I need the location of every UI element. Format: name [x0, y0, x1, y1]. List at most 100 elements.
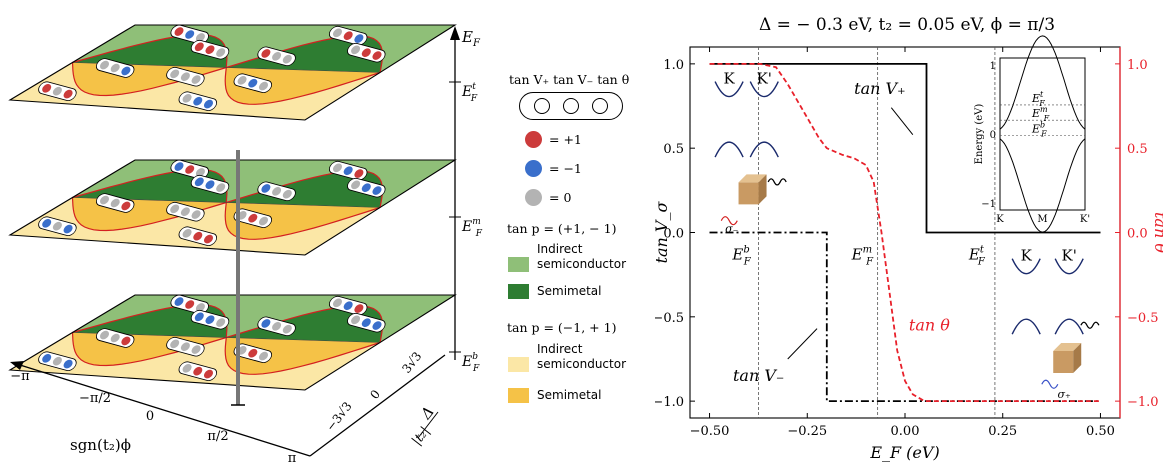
series-line: [709, 63, 1101, 234]
material-cube-icon: [738, 174, 767, 205]
plane-region-semimetal-plus: [72, 34, 227, 68]
y-tick-label: −3√3: [323, 399, 354, 434]
x-tick-label: π: [288, 451, 297, 466]
valence-band-icon: [1011, 318, 1041, 335]
y-axis: [309, 354, 446, 457]
gray-dot-icon: [282, 54, 292, 64]
blue-dot-icon: [121, 66, 131, 76]
semimetal-minus-swatch: [508, 388, 529, 403]
gray-dot-icon: [332, 163, 343, 173]
series-label-tanVplus: tan V₊: [854, 79, 905, 98]
blue-dot-icon: [205, 315, 215, 325]
red-dot-icon: [193, 366, 203, 376]
inset-x-tick-label: K': [1080, 214, 1090, 225]
y-tick-label: 0: [367, 387, 383, 402]
phase-boundary: [224, 202, 381, 240]
valence-band-icon: [714, 141, 744, 158]
label-pointer: [787, 328, 818, 360]
semimetal-plus-swatch: [508, 284, 529, 299]
sigma-plus-label: σ₊: [1057, 388, 1071, 401]
x-tick-label: −0.50: [690, 424, 730, 439]
blue-dot-icon: [63, 359, 73, 369]
gray-dot-icon: [332, 298, 343, 308]
y-axis-label-bar: [417, 411, 439, 439]
conduction-band-icon: [749, 81, 779, 98]
blue-dot-icon: [185, 30, 195, 39]
y-tick-label: 1.0: [663, 58, 684, 73]
line-chart: Δ = − 0.3 eV, t₂ = 0.05 eV, ϕ = π/3 −0.5…: [652, 0, 1163, 466]
plane-region-semimetal-plus: [226, 35, 383, 73]
y-right-tick-label: 0.0: [1127, 227, 1148, 242]
x-tick-label: −π: [10, 369, 30, 384]
inset-conduction-band: [999, 35, 1086, 130]
gray-dot-icon: [110, 198, 120, 208]
red-dot-icon: [121, 201, 131, 211]
state-badge: [166, 201, 205, 222]
conduction-band-icon: [1054, 258, 1084, 275]
blue-dot-icon: [174, 162, 184, 171]
x-tick-label: 0.50: [1086, 424, 1115, 439]
blue-dot-icon: [525, 160, 542, 177]
gray-dot-icon: [282, 324, 292, 334]
y-tick-label: −1.0: [655, 395, 684, 410]
inset-band-structure: Et FEm FEb F K M K' −1 0 1 Energy (eV): [974, 35, 1090, 233]
legend: tan V₊ tan V₋ tan θ = +1 = −1 = 0 tan p …: [505, 0, 655, 466]
red-dot-icon: [193, 231, 203, 241]
legend-semimetal-minus: Semimetal: [537, 388, 602, 402]
material-cube-icon: [1053, 342, 1082, 373]
inset-level-label: Et F: [1031, 90, 1045, 108]
valence-band-icon: [1054, 318, 1084, 335]
state-badge: [257, 46, 296, 67]
red-dot-icon: [205, 45, 215, 55]
polarization-swirl-icon: [1041, 379, 1059, 389]
y-tick-label: 0.0: [663, 227, 684, 242]
conduction-band-icon: [1011, 258, 1041, 275]
gray-dot-icon: [237, 75, 247, 85]
cube-side-face: [1073, 342, 1082, 373]
inset-y-tick-label: 1: [990, 61, 996, 72]
phase-boundary: [224, 67, 381, 105]
state-badge: [170, 159, 209, 180]
gray-dot-icon: [195, 303, 205, 312]
valence-band-icon: [749, 141, 779, 158]
x-tick-label: π/2: [207, 429, 228, 444]
vline-label: Em F: [851, 245, 874, 268]
blue-dot-icon: [193, 96, 203, 106]
state-badge: [178, 91, 218, 111]
red-dot-icon: [354, 169, 364, 178]
cube-top-face: [1053, 342, 1082, 351]
inset-level-label: Eb F: [1031, 120, 1047, 138]
plane-region-semimetal-plus: [226, 170, 383, 208]
photon-wiggle-icon: [767, 178, 787, 186]
y-tick-label: 3√3: [399, 349, 424, 376]
phase-plane: [8, 159, 457, 256]
state-badge: [178, 226, 218, 246]
gray-dot-icon: [525, 189, 542, 206]
phase-diagram-stack: EF Et F Em F Eb F −π −π/2 0 π/2 π sgn(t₂)ϕ −3√3 0 3…: [0, 0, 505, 466]
x-tick-label: 0.25: [988, 424, 1017, 439]
blue-dot-icon: [194, 312, 204, 322]
legend-minus-group-title: tan p = (−1, + 1): [507, 320, 617, 335]
state-badge: [38, 81, 77, 101]
phase-boundary: [71, 332, 227, 367]
gray-dot-icon: [52, 356, 62, 366]
gray-dot-icon: [332, 28, 343, 38]
valley-label: K: [1021, 247, 1033, 265]
y-axis-label-numerator: Δ: [416, 403, 437, 423]
gray-dot-icon: [216, 183, 226, 192]
plane-border: [8, 294, 457, 391]
inset-y-tick-label: −1: [981, 199, 996, 210]
slot-circle: [563, 98, 579, 114]
gray-dot-icon: [272, 321, 282, 331]
gray-dot-icon: [191, 345, 201, 354]
blue-dot-icon: [42, 353, 52, 363]
red-dot-icon: [354, 304, 364, 313]
blue-dot-icon: [372, 321, 382, 330]
slot-circle: [592, 98, 608, 114]
cube-front-face: [1053, 350, 1074, 373]
series-line: [709, 231, 1101, 403]
legend-indirect-line1-minus: Indirect: [537, 342, 583, 356]
red-dot-icon: [42, 83, 52, 93]
blue-dot-icon: [203, 99, 214, 109]
plane-region-semimetal-minus: [225, 67, 380, 105]
